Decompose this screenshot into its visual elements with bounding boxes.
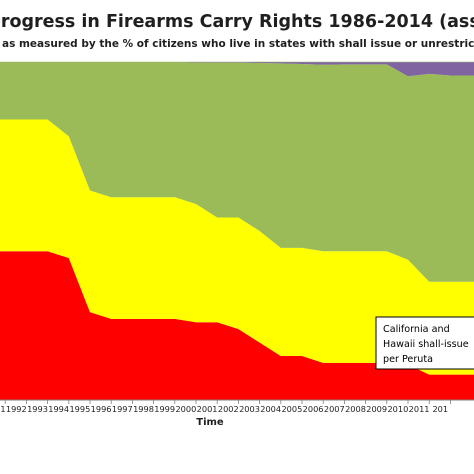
x-tick-label: 1996	[91, 404, 112, 414]
plot-area	[0, 61, 474, 400]
x-tick-label: 2004	[260, 404, 281, 414]
chart-subtitle: as measured by the % of citizens who liv…	[2, 38, 474, 50]
x-axis-label: Time	[196, 417, 224, 428]
area-series-1	[0, 119, 474, 375]
x-tick-label: 2007	[324, 404, 345, 414]
annotation-box	[375, 316, 474, 370]
x-tick-label: 1993	[27, 404, 48, 414]
x-tick-label: 201	[432, 404, 448, 414]
x-tick-label: 1997	[112, 404, 133, 414]
annotation-line: California and	[383, 324, 450, 335]
x-tick-label: 1995	[69, 404, 90, 414]
x-tick-label: 2011	[409, 404, 430, 414]
annotation-line: per Peruta	[383, 354, 433, 365]
x-tick-label: 1998	[133, 404, 154, 414]
x-tick-label: 2002	[218, 404, 239, 414]
x-tick-label: 1992	[6, 404, 27, 414]
x-tick-label: 2009	[366, 404, 387, 414]
x-tick-label: 1994	[48, 404, 69, 414]
x-tick-label: 2008	[345, 404, 366, 414]
x-tick-label: 2000	[175, 404, 196, 414]
x-tick-label: 2005	[281, 404, 302, 414]
area-series-2	[0, 62, 474, 282]
x-tick-label: 1999	[154, 404, 175, 414]
area-series-3	[0, 62, 474, 77]
x-tick-label: 1991	[0, 404, 6, 414]
x-axis-ticks: 1991199219931994199519961997199819992000…	[0, 399, 474, 414]
x-tick-label: 2003	[239, 404, 260, 414]
chart-title: Progress in Firearms Carry Rights 1986-2…	[0, 12, 474, 32]
x-tick-label: 2001	[197, 404, 218, 414]
annotation-line: Hawaii shall-issue	[383, 339, 469, 350]
x-tick-label: 2010	[387, 404, 408, 414]
annotation: California and Hawaii shall-issue per Pe…	[375, 316, 474, 370]
x-tick-label: 2006	[303, 404, 324, 414]
